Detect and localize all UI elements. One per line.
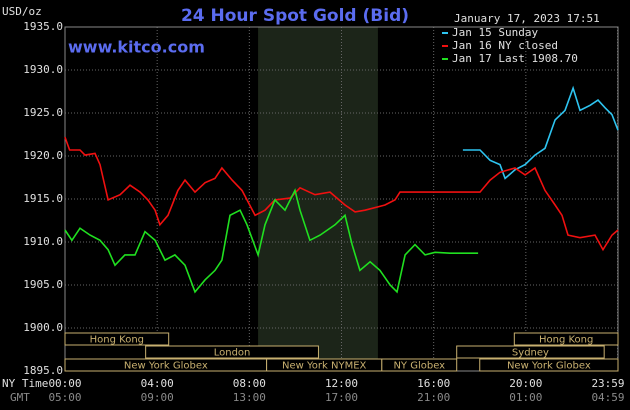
session-bar: [479, 358, 619, 372]
y-tick-label: 1920.0: [23, 149, 63, 162]
y-tick-label: 1935.0: [23, 20, 63, 33]
x-row-label: GMT: [10, 391, 30, 404]
y-tick-label: 1930.0: [23, 63, 63, 76]
x-tick-label-gmt: 01:00: [509, 391, 542, 404]
y-tick-label: 1905.0: [23, 278, 63, 291]
y-axis-label: USD/oz: [2, 5, 42, 18]
x-row-label: NY Time: [2, 377, 48, 390]
x-tick-label-gmt: 09:00: [141, 391, 174, 404]
series-line: [64, 136, 619, 252]
session-label: New York Globex: [507, 361, 591, 372]
y-tick-label: 1910.0: [23, 235, 63, 248]
session-label: Sydney: [512, 348, 549, 359]
timestamp: January 17, 2023 17:51: [454, 12, 600, 25]
session-label: New York NYMEX: [282, 361, 367, 372]
x-tick-label-gmt: 13:00: [233, 391, 266, 404]
session-label: NY Globex: [393, 361, 445, 372]
session-label: Hong Kong: [539, 335, 593, 346]
x-tick-label-gmt: 04:59: [591, 391, 624, 404]
session-bar: [145, 345, 319, 359]
y-tick-label: 1900.0: [23, 321, 63, 334]
y-tick-label: 1915.0: [23, 192, 63, 205]
x-tick-label: 04:00: [141, 377, 174, 390]
y-tick-label: 1925.0: [23, 106, 63, 119]
x-tick-label: 23:59: [591, 377, 624, 390]
series-line: [462, 85, 619, 180]
x-tick-label: 00:00: [48, 377, 81, 390]
session-label: New York Globex: [124, 361, 208, 372]
series-line: [64, 188, 479, 294]
x-tick-label-gmt: 05:00: [48, 391, 81, 404]
x-tick-label-gmt: 17:00: [325, 391, 358, 404]
x-tick-label: 08:00: [233, 377, 266, 390]
session-bar: [513, 332, 619, 346]
session-bar: [64, 332, 170, 346]
legend-label: Jan 17 Last 1908.70: [452, 52, 578, 65]
legend-label: Jan 15 Sunday: [452, 26, 538, 39]
x-tick-label-gmt: 21:00: [417, 391, 450, 404]
x-tick-label: 20:00: [509, 377, 542, 390]
session-bar: [456, 345, 605, 359]
legend-label: Jan 16 NY closed: [452, 39, 558, 52]
chart-title: 24 Hour Spot Gold (Bid): [181, 6, 409, 26]
x-tick-label: 12:00: [325, 377, 358, 390]
x-tick-label: 16:00: [417, 377, 450, 390]
session-label: London: [214, 348, 251, 359]
session-bar: [381, 358, 458, 372]
site-label: www.kitco.com: [68, 38, 205, 57]
session-label: Hong Kong: [90, 335, 144, 346]
y-tick-label: 1895.0: [23, 364, 63, 377]
